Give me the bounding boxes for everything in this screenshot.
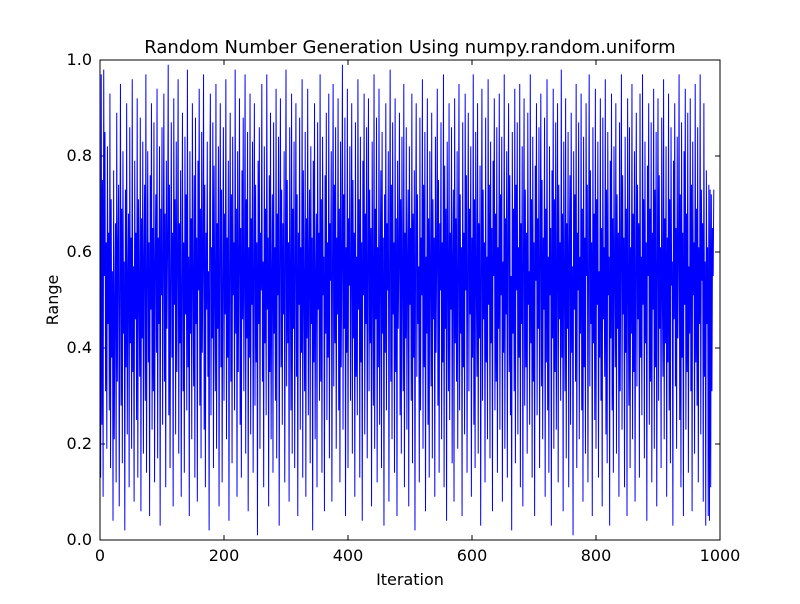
y-tick-label: 0.4 [67, 338, 92, 357]
y-tick-label: 0.6 [67, 242, 92, 261]
y-tick-label: 0.0 [67, 530, 92, 549]
y-tick-label: 0.8 [67, 146, 92, 165]
series-line [99, 64, 715, 536]
y-tick-label: 1.0 [67, 50, 92, 69]
x-tick-label: 1000 [700, 546, 741, 565]
x-tick-label: 800 [581, 546, 612, 565]
y-axis-ticks: 0.0 0.2 0.4 0.6 0.8 1.0 [67, 50, 720, 549]
x-axis-label: Iteration [376, 570, 444, 589]
y-axis-label: Range [43, 275, 62, 326]
x-tick-label: 200 [209, 546, 240, 565]
x-tick-label: 400 [333, 546, 364, 565]
plot-frame [99, 59, 721, 541]
y-tick-label: 0.2 [67, 434, 92, 453]
x-tick-label: 0 [95, 546, 105, 565]
chart-title: Random Number Generation Using numpy.ran… [144, 37, 675, 58]
x-tick-label: 600 [457, 546, 488, 565]
